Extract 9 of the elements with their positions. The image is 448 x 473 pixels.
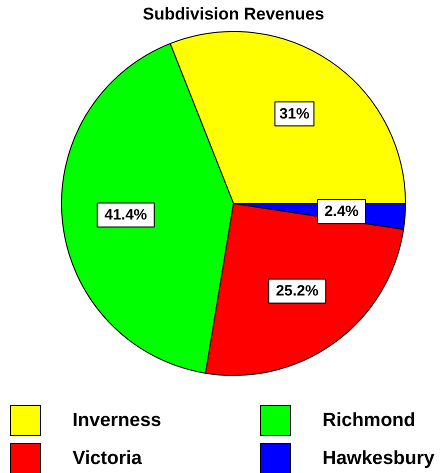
legend-label: Richmond: [322, 410, 416, 431]
legend-label: Inverness: [72, 410, 162, 431]
data-label: 2.4%: [324, 203, 359, 220]
legend-label: Victoria: [72, 448, 142, 469]
chart-title: Subdivision Revenues: [142, 4, 324, 24]
legend-label: Hawkesbury: [322, 448, 435, 469]
data-label: 31%: [279, 105, 310, 122]
data-label: 41.4%: [104, 206, 148, 224]
data-label: 25.2%: [276, 282, 318, 300]
